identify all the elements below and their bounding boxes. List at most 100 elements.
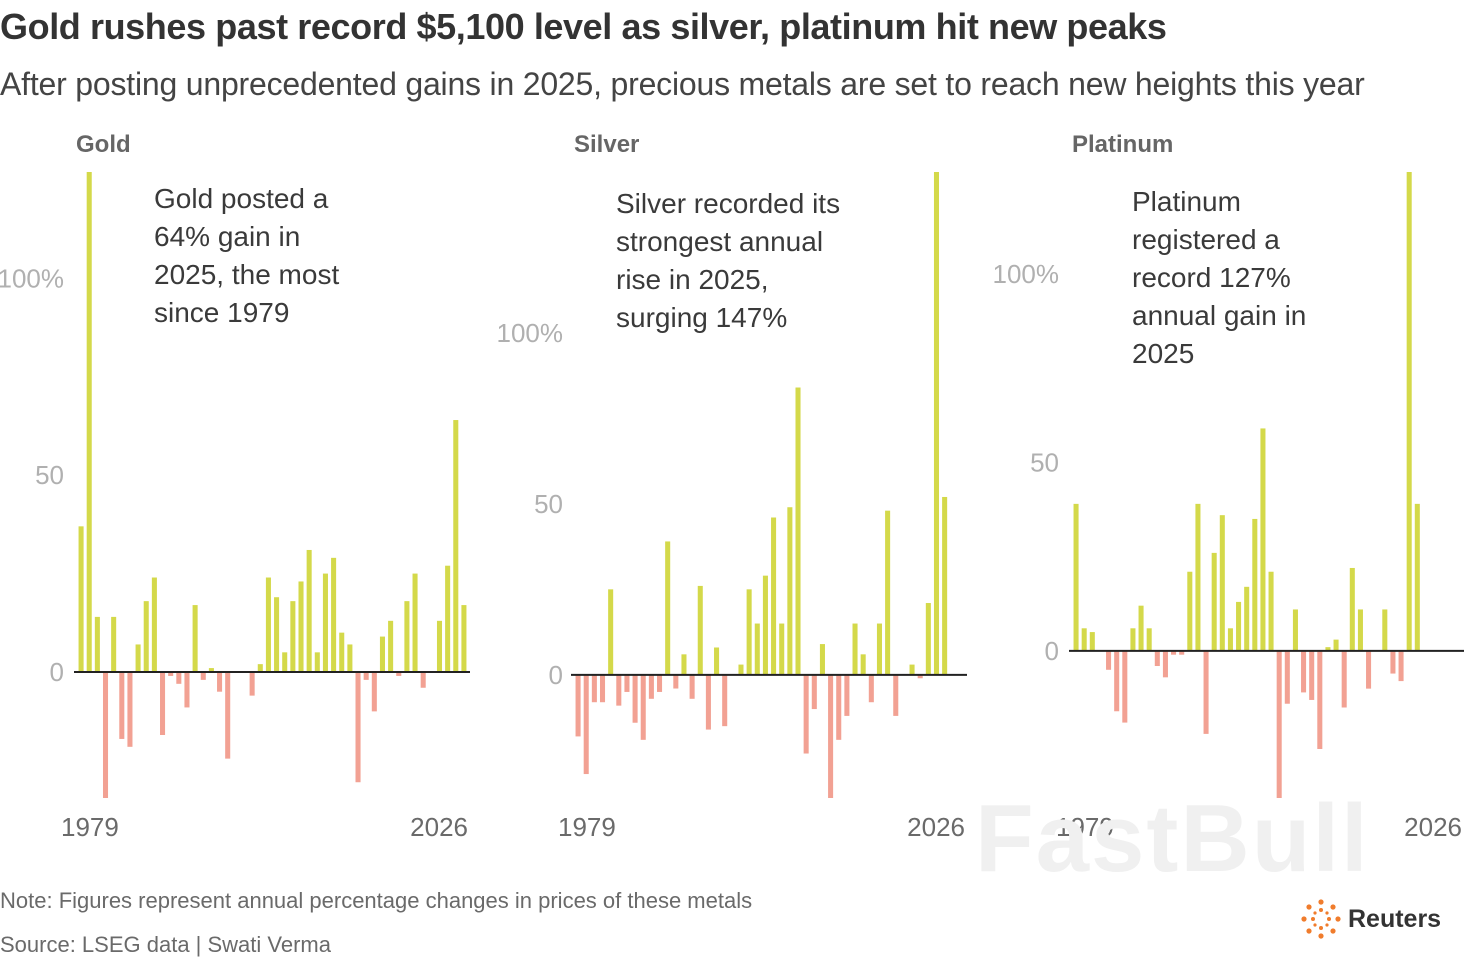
chart-title: Gold rushes past record $5,100 level as … bbox=[0, 6, 1167, 47]
bar-2007 bbox=[803, 674, 809, 754]
silver-annotation-line: surging 147% bbox=[616, 302, 788, 333]
bar-2004 bbox=[282, 652, 288, 673]
platinum-annotation-line: record 127% bbox=[1132, 262, 1291, 293]
bar-2000 bbox=[746, 589, 752, 675]
bar-2026 bbox=[461, 605, 467, 673]
bar-1999 bbox=[1236, 601, 1242, 651]
bar-2024 bbox=[445, 565, 451, 673]
silver-annotation-line: Silver recorded its bbox=[616, 188, 841, 219]
bar-2003 bbox=[1268, 571, 1274, 651]
bar-2013 bbox=[355, 672, 361, 783]
bar-1983 bbox=[111, 616, 117, 673]
bar-1997 bbox=[1219, 515, 1225, 651]
bar-2014 bbox=[1357, 609, 1363, 651]
gold-annotation-line: Gold posted a bbox=[154, 183, 329, 214]
y-tick-label: 50 bbox=[1030, 447, 1059, 477]
bar-1985 bbox=[1122, 650, 1128, 723]
bar-2017 bbox=[388, 620, 394, 673]
reuters-brand: Reuters bbox=[1348, 904, 1442, 933]
bar-1980 bbox=[86, 172, 92, 673]
bar-2000 bbox=[1244, 586, 1250, 651]
bar-2017 bbox=[1382, 609, 1388, 651]
platinum-annotation-line: 2025 bbox=[1132, 338, 1195, 369]
bar-2022 bbox=[925, 603, 931, 675]
bar-2006 bbox=[1292, 609, 1298, 651]
bar-2018 bbox=[893, 674, 899, 716]
bar-2023 bbox=[436, 620, 443, 673]
bar-1993 bbox=[689, 674, 695, 699]
x-tick-label-start: 1979 bbox=[1056, 812, 1114, 842]
silver-annotation: Silver recorded its strongest annual ris… bbox=[616, 185, 840, 337]
bar-1981 bbox=[94, 616, 100, 673]
bar-2021 bbox=[420, 672, 426, 688]
y-tick-label: 100% bbox=[0, 263, 64, 293]
y-tick-label: 0 bbox=[549, 660, 563, 690]
platinum-panel-title: Platinum bbox=[1072, 131, 1174, 158]
bar-2023 bbox=[933, 172, 940, 675]
bar-1994 bbox=[200, 672, 206, 680]
bar-1988 bbox=[1146, 628, 1152, 651]
bar-1990 bbox=[665, 541, 671, 675]
x-tick-label-end: 2026 bbox=[1404, 812, 1462, 842]
bar-2002 bbox=[265, 577, 271, 673]
bar-2015 bbox=[371, 672, 377, 712]
bar-1990 bbox=[1162, 650, 1168, 678]
bar-1990 bbox=[168, 672, 174, 676]
bar-1994 bbox=[697, 585, 703, 675]
bar-2020 bbox=[412, 573, 418, 673]
bar-2000 bbox=[249, 672, 255, 696]
bar-2021 bbox=[1414, 503, 1420, 651]
bar-2003 bbox=[274, 597, 280, 673]
source-line: Source: LSEG data | Swati Verma bbox=[0, 932, 331, 957]
x-tick-label-end: 2026 bbox=[907, 812, 965, 842]
bar-1992 bbox=[681, 654, 687, 675]
bar-1988 bbox=[648, 674, 654, 699]
y-tick-label: 100% bbox=[993, 259, 1060, 289]
bar-1993 bbox=[1187, 571, 1193, 651]
bar-2002 bbox=[1260, 428, 1266, 651]
bar-1979 bbox=[78, 526, 84, 673]
bar-1991 bbox=[1171, 650, 1177, 655]
x-tick-label-end: 2026 bbox=[410, 812, 468, 842]
x-tick-label-start: 1979 bbox=[61, 812, 119, 842]
silver-annotation-line: strongest annual bbox=[616, 226, 824, 257]
bar-2016 bbox=[876, 623, 882, 675]
chart-subtitle: After posting unprecedented gains in 202… bbox=[0, 66, 1365, 102]
bar-1986 bbox=[632, 674, 638, 723]
gold-annotation-line: 2025, the most bbox=[154, 259, 340, 290]
bar-2011 bbox=[836, 674, 842, 740]
bar-2017 bbox=[885, 510, 891, 675]
bar-2009 bbox=[1317, 650, 1323, 749]
bar-2012 bbox=[347, 644, 353, 673]
silver-panel: Silver 0 50 100% 1979 2026 Silver recorded i… bbox=[497, 125, 977, 845]
gold-panel-title: Gold bbox=[76, 131, 131, 158]
gold-chart: 0 50 100% 1979 2026 bbox=[0, 172, 470, 842]
bar-1980 bbox=[583, 674, 589, 775]
bar-1979 bbox=[575, 674, 581, 737]
bar-2002 bbox=[762, 575, 768, 675]
bar-2018 bbox=[396, 672, 402, 676]
silver-annotation-line: rise in 2025, bbox=[616, 264, 769, 295]
bar-2018 bbox=[1390, 650, 1396, 674]
y-tick-label: 100% bbox=[497, 318, 564, 348]
bar-1985 bbox=[624, 674, 630, 692]
bar-2005 bbox=[1284, 650, 1290, 704]
bar-2020 bbox=[909, 664, 915, 675]
bar-1992 bbox=[184, 672, 190, 708]
bar-2006 bbox=[795, 387, 801, 675]
bar-2010 bbox=[828, 674, 834, 798]
platinum-annotation: Platinum registered a record 127% annual… bbox=[1132, 183, 1306, 373]
bar-1982 bbox=[102, 672, 109, 798]
bar-2003 bbox=[771, 517, 777, 675]
x-tick-label-start: 1979 bbox=[558, 812, 616, 842]
bar-2011 bbox=[1333, 639, 1339, 651]
bar-2013 bbox=[1349, 567, 1355, 651]
bar-2011 bbox=[339, 632, 345, 673]
bar-2005 bbox=[787, 507, 793, 675]
bar-1993 bbox=[192, 605, 198, 673]
bar-1994 bbox=[1195, 503, 1201, 651]
bar-2009 bbox=[819, 644, 825, 675]
bar-2021 bbox=[917, 674, 923, 679]
bar-1992 bbox=[1179, 650, 1185, 655]
bar-2010 bbox=[1325, 647, 1331, 651]
